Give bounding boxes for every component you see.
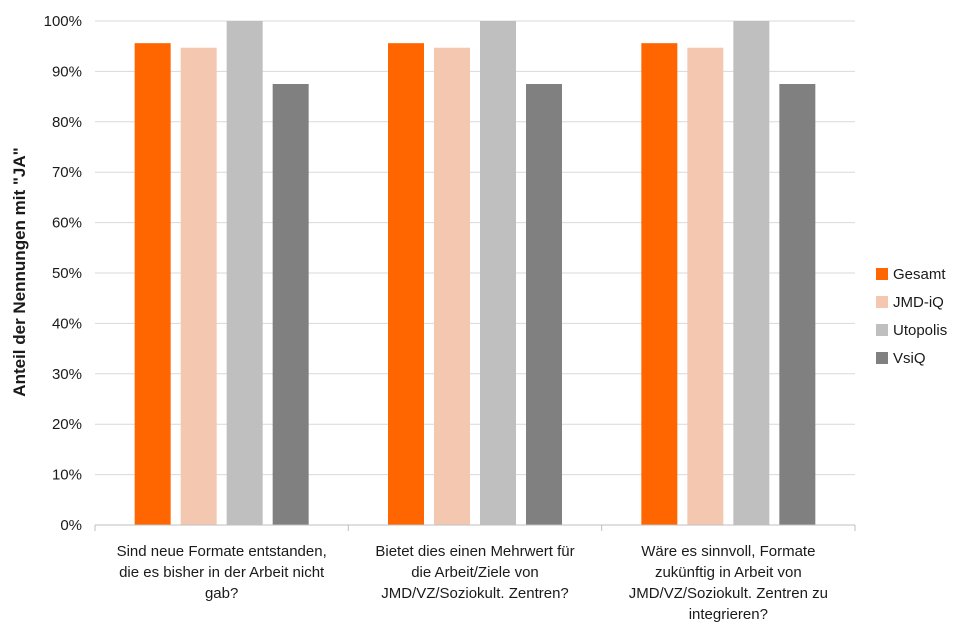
bar-jmd-iq-1 <box>180 47 217 525</box>
category-label: Wäre es sinnvoll, Formate zukünftig in Ar… <box>629 543 828 623</box>
gridlines <box>95 20 855 476</box>
legend-label: VsiQ <box>893 350 926 367</box>
y-tick-label: 60% <box>52 215 82 232</box>
y-tick-label: 10% <box>52 467 82 484</box>
bar-utopolis-2 <box>480 21 516 525</box>
bar-gesamt-2 <box>388 43 424 526</box>
legend-label: JMD-iQ <box>893 294 944 311</box>
legend-swatch <box>876 296 888 308</box>
legend-swatch <box>876 324 888 336</box>
bar-vsiq-2 <box>526 84 562 525</box>
bar-utopolis-3 <box>733 21 770 525</box>
y-tick-label: 50% <box>52 265 82 282</box>
y-tick-label: 40% <box>52 315 82 332</box>
legend-label: Gesamt <box>893 266 946 283</box>
bar-jmd-iq-2 <box>434 47 470 525</box>
y-tick-label: 70% <box>52 164 82 181</box>
y-axis-label: Anteil der Nennungen mit "JA" <box>10 147 29 396</box>
legend-swatch <box>876 352 888 364</box>
y-tick-label: 30% <box>52 366 82 383</box>
category-label: Bietet dies einen Mehrwert für die Arbeit… <box>375 543 574 602</box>
bar-jmd-iq-3 <box>687 47 724 525</box>
legend-label: Utopolis <box>893 322 947 339</box>
bar-utopolis-1 <box>226 21 263 525</box>
category-label: Sind neue Formate entstanden, die es bish… <box>117 543 327 602</box>
y-tick-label: 20% <box>52 416 82 433</box>
y-tick-label: 0% <box>60 517 82 534</box>
bar-vsiq-1 <box>272 84 309 525</box>
y-tick-label: 90% <box>52 63 82 80</box>
y-tick-label: 80% <box>52 114 82 131</box>
bar-vsiq-3 <box>779 84 816 525</box>
bars <box>134 21 816 526</box>
category-labels: Sind neue Formate entstanden, die es bish… <box>117 543 828 623</box>
legend: Gesamt JMD-iQ Utopolis VsiQ <box>876 266 947 367</box>
y-tick-label: 100% <box>44 13 82 30</box>
y-axis-ticks: 0% 10% 20% 30% 40% 50% 60% 70% 80% 90% 100% <box>44 13 82 534</box>
legend-swatch <box>876 268 888 280</box>
bar-gesamt-3 <box>641 43 678 526</box>
x-axis <box>94 524 856 531</box>
bar-gesamt-1 <box>134 43 171 526</box>
